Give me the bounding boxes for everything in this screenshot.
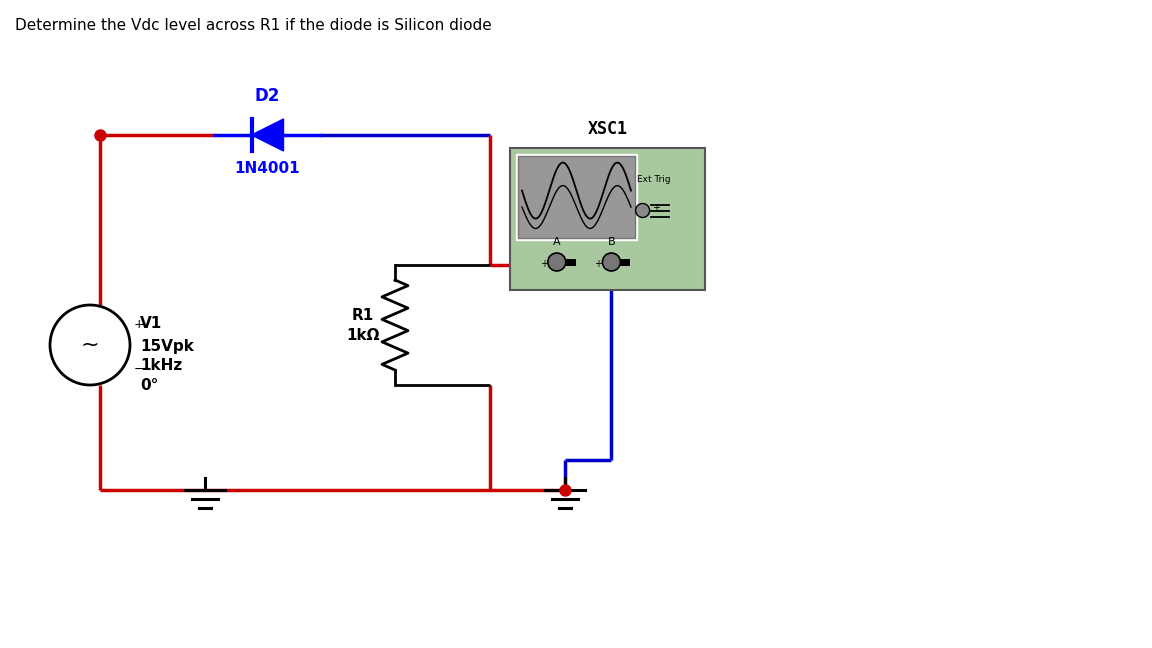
Text: +: +: [652, 203, 660, 213]
Polygon shape: [251, 119, 283, 151]
Bar: [516, 154, 637, 240]
Text: −: −: [620, 259, 629, 269]
Circle shape: [548, 253, 566, 271]
Text: D2: D2: [255, 87, 280, 105]
Text: A: A: [553, 237, 561, 247]
Bar: [621, 259, 630, 266]
Bar: [566, 259, 576, 266]
Text: −: −: [566, 259, 574, 269]
Text: 1N4001: 1N4001: [235, 161, 301, 176]
Circle shape: [602, 253, 621, 271]
Text: +: +: [594, 259, 602, 269]
Text: Ext Trig: Ext Trig: [637, 175, 670, 184]
Text: +: +: [134, 319, 145, 332]
Text: 1kΩ: 1kΩ: [347, 327, 380, 343]
Text: B: B: [607, 237, 615, 247]
Text: R1: R1: [351, 308, 374, 323]
Text: Determine the Vdc level across R1 if the diode is Silicon diode: Determine the Vdc level across R1 if the…: [15, 18, 492, 33]
Text: V1: V1: [141, 316, 162, 330]
Text: 15Vpk: 15Vpk: [141, 338, 194, 354]
Text: +: +: [540, 259, 548, 269]
Text: −: −: [134, 362, 144, 375]
Text: 1kHz: 1kHz: [141, 358, 182, 373]
Text: XSC1: XSC1: [588, 120, 628, 138]
Text: ~: ~: [81, 335, 99, 355]
Bar: [518, 156, 635, 238]
Bar: [510, 148, 705, 290]
Circle shape: [636, 203, 650, 218]
Text: 0°: 0°: [141, 378, 158, 393]
